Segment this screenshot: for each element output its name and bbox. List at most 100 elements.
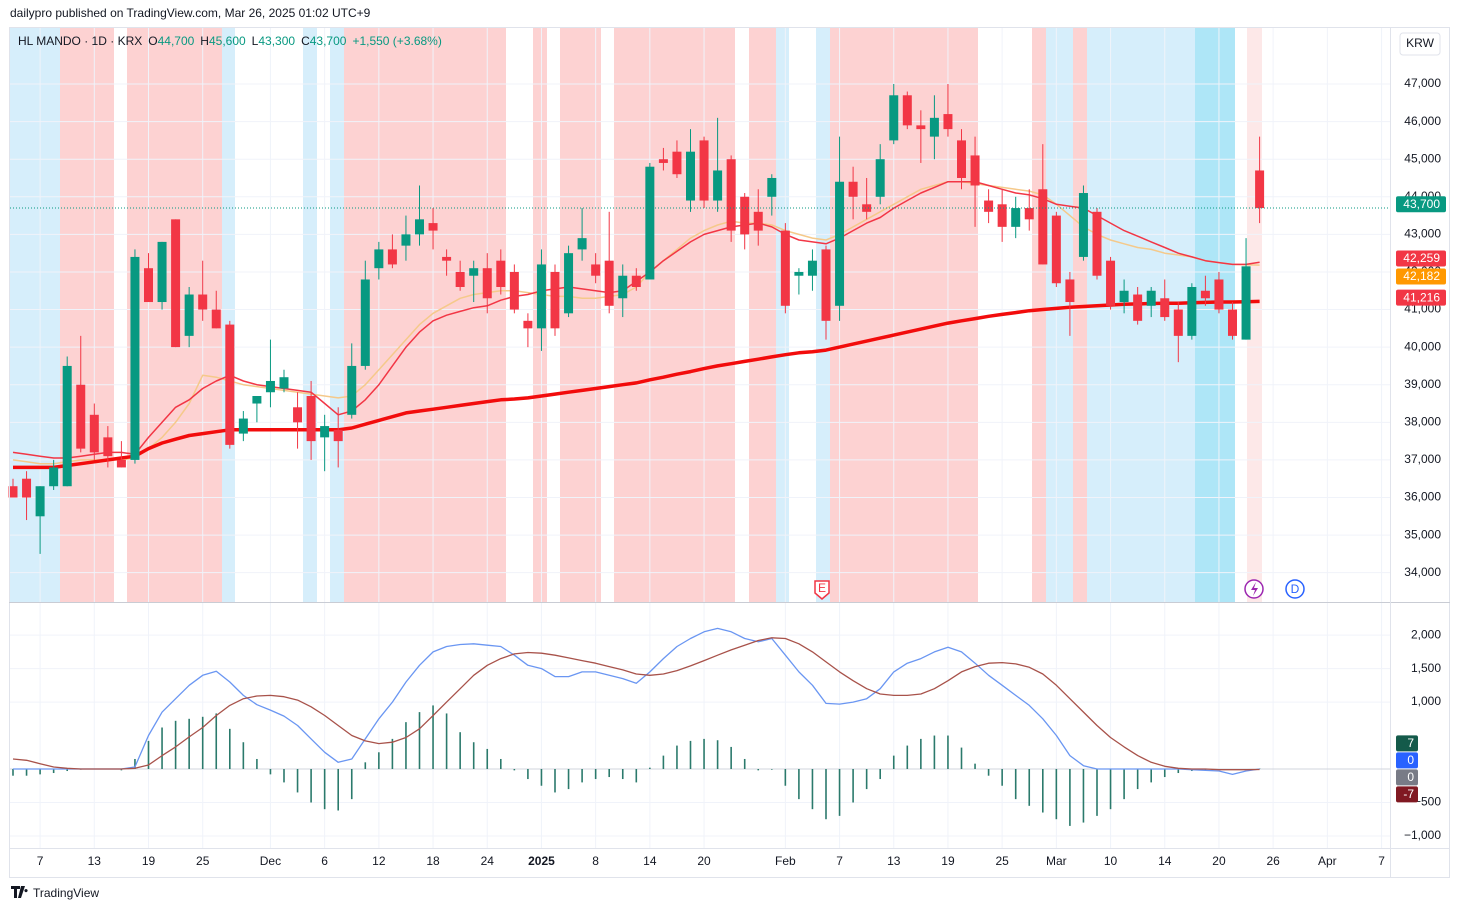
y-tick-label: −1,000	[1404, 828, 1441, 842]
candle-body	[1255, 170, 1265, 209]
zone	[749, 28, 776, 602]
x-tick-label: 6	[321, 854, 328, 868]
candle-body	[726, 159, 736, 231]
candle-body	[333, 429, 343, 442]
x-tick-label: Dec	[260, 854, 281, 868]
y-tick-label: 37,000	[1404, 452, 1441, 466]
y-tick-label: 39,000	[1404, 377, 1441, 391]
candle-body	[306, 396, 316, 442]
candle-body	[116, 459, 126, 468]
candle-body	[645, 166, 655, 280]
candle-body	[848, 181, 858, 197]
price-marker-box	[1396, 268, 1446, 285]
dividend-label[interactable]: D	[1291, 582, 1300, 596]
candle-body	[415, 219, 424, 235]
value-marker-box	[1396, 769, 1418, 786]
candle-body	[401, 234, 411, 246]
candle-body	[1146, 290, 1156, 306]
zone	[10, 28, 60, 602]
candle-body	[8, 486, 18, 498]
x-tick-label: 25	[196, 854, 210, 868]
field-key: L	[252, 34, 259, 48]
y-tick-label: −500	[1414, 795, 1441, 809]
candle-body	[1092, 211, 1102, 276]
price-marker-label: 43,700	[1403, 197, 1440, 211]
y-tick-label: 47,000	[1404, 76, 1441, 90]
candle-body	[171, 219, 181, 348]
candle-body	[1214, 279, 1224, 310]
field-value: 45,600	[209, 34, 246, 48]
candle-body	[970, 155, 980, 186]
candle-body	[672, 151, 682, 175]
candle-body	[509, 271, 519, 310]
zone	[776, 28, 789, 602]
x-tick-label: 20	[697, 854, 711, 868]
dividend-marker[interactable]	[1285, 579, 1305, 599]
field-value: 43,300	[258, 34, 295, 48]
candle-body	[889, 95, 899, 141]
candle-body	[1200, 290, 1210, 299]
candle-body	[103, 437, 113, 457]
candle-body	[252, 396, 262, 404]
candle-body	[794, 271, 804, 276]
x-tick-label: 12	[372, 854, 386, 868]
candle-body	[984, 200, 994, 212]
x-tick-label: 13	[887, 854, 901, 868]
candle-body	[1078, 193, 1088, 257]
publisher: dailypro published on TradingView.com, M…	[10, 6, 371, 20]
candle-body	[1038, 189, 1048, 265]
price-marker-box	[1396, 250, 1446, 267]
value-marker-box	[1396, 786, 1418, 803]
candle-body	[89, 414, 99, 453]
candle-body	[1106, 260, 1116, 306]
x-tick-label: Mar	[1046, 854, 1067, 868]
candle-body	[523, 320, 533, 329]
field-key: H	[200, 34, 209, 48]
candle-body	[604, 260, 614, 306]
y-tick-label: 2,000	[1411, 627, 1441, 641]
y-tick-label: 36,000	[1404, 490, 1441, 504]
change: +1,550 (+3.68%)	[352, 34, 441, 48]
y-tick-label: 38,000	[1404, 414, 1441, 428]
event-markers: E D	[814, 579, 1305, 600]
candle-body	[686, 151, 695, 201]
field-key: C	[301, 34, 310, 48]
currency[interactable]: KRW	[1406, 36, 1434, 50]
candle-body	[550, 271, 560, 329]
price-marker-box	[1396, 196, 1446, 213]
y-tick-label: 34,000	[1404, 565, 1441, 579]
candle-body	[482, 268, 492, 299]
symbol: HL MANDO · 1D · KRX	[18, 34, 142, 48]
zone	[560, 28, 601, 602]
candle-body	[902, 95, 912, 126]
candle-body	[753, 211, 763, 231]
candle-body	[130, 256, 140, 460]
x-tick-label: 13	[88, 854, 102, 868]
candle-body	[442, 256, 452, 261]
candle-body	[211, 309, 221, 329]
candle-body	[265, 380, 275, 393]
earnings-label[interactable]: E	[818, 581, 826, 595]
candle-body	[807, 260, 817, 276]
zone	[60, 28, 114, 602]
candle-body	[320, 426, 330, 438]
candle-body	[1173, 309, 1183, 336]
y-tick-label: 46,000	[1404, 114, 1441, 128]
currency-box[interactable]	[1399, 32, 1441, 56]
candle-body	[1133, 294, 1143, 321]
zone	[303, 28, 317, 602]
candle-body	[1160, 298, 1170, 318]
zone	[1046, 28, 1073, 602]
zone	[330, 28, 344, 602]
candle-body	[618, 275, 628, 299]
candle-body	[767, 177, 777, 197]
candle-body	[198, 294, 208, 310]
candle-body	[740, 196, 750, 235]
zone	[1032, 28, 1046, 602]
legend-header: HL MANDO · 1D · KRX O44,700 H45,600 L43,300…	[18, 34, 442, 48]
y-tick-label: 35,000	[1404, 527, 1441, 541]
candle-body	[22, 478, 32, 498]
candle-body	[591, 264, 601, 276]
earnings-marker[interactable]	[814, 580, 830, 600]
x-tick-label: 19	[142, 854, 156, 868]
